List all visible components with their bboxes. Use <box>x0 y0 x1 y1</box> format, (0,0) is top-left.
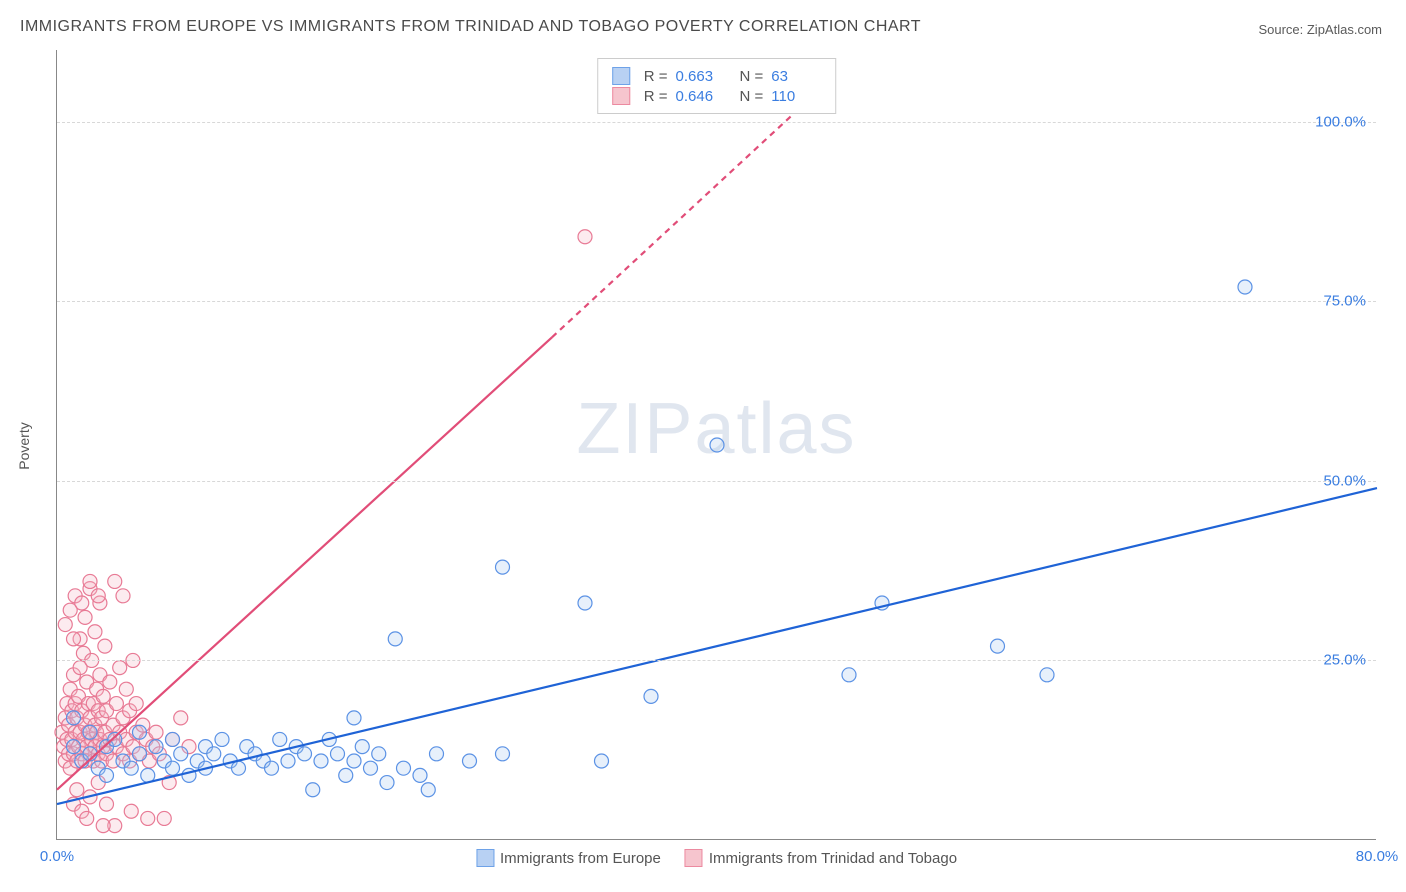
r-label: R = <box>644 68 668 85</box>
swatch-tt <box>612 87 630 105</box>
ytick-label: 100.0% <box>1315 113 1366 130</box>
xtick-label: 80.0% <box>1356 848 1399 865</box>
plot-area: ZIPatlas R = 0.663 N = 63 R = 0.646 N = … <box>56 50 1376 840</box>
legend-item-europe: Immigrants from Europe <box>476 849 661 867</box>
n-value-tt: 110 <box>771 88 821 105</box>
swatch-europe <box>476 849 494 867</box>
legend-correlation: R = 0.663 N = 63 R = 0.646 N = 110 <box>597 58 837 114</box>
gridline <box>57 481 1376 482</box>
n-label: N = <box>740 88 764 105</box>
y-axis-label: Poverty <box>16 422 32 469</box>
legend-row-europe: R = 0.663 N = 63 <box>612 67 822 85</box>
legend-label-europe: Immigrants from Europe <box>500 850 661 867</box>
n-value-europe: 63 <box>771 68 821 85</box>
gridline <box>57 660 1376 661</box>
r-label: R = <box>644 88 668 105</box>
r-value-tt: 0.646 <box>676 88 726 105</box>
legend-row-tt: R = 0.646 N = 110 <box>612 87 822 105</box>
ytick-label: 75.0% <box>1323 293 1366 310</box>
gridline <box>57 122 1376 123</box>
source-label: Source: ZipAtlas.com <box>1258 22 1382 37</box>
legend-series: Immigrants from Europe Immigrants from T… <box>476 849 957 867</box>
gridline <box>57 301 1376 302</box>
chart-svg <box>57 50 1377 840</box>
swatch-tt <box>685 849 703 867</box>
ytick-label: 25.0% <box>1323 652 1366 669</box>
legend-item-tt: Immigrants from Trinidad and Tobago <box>685 849 957 867</box>
xtick-label: 0.0% <box>40 848 74 865</box>
chart-title: IMMIGRANTS FROM EUROPE VS IMMIGRANTS FRO… <box>20 18 921 36</box>
ytick-label: 50.0% <box>1323 472 1366 489</box>
swatch-europe <box>612 67 630 85</box>
r-value-europe: 0.663 <box>676 68 726 85</box>
n-label: N = <box>740 68 764 85</box>
legend-label-tt: Immigrants from Trinidad and Tobago <box>709 850 957 867</box>
